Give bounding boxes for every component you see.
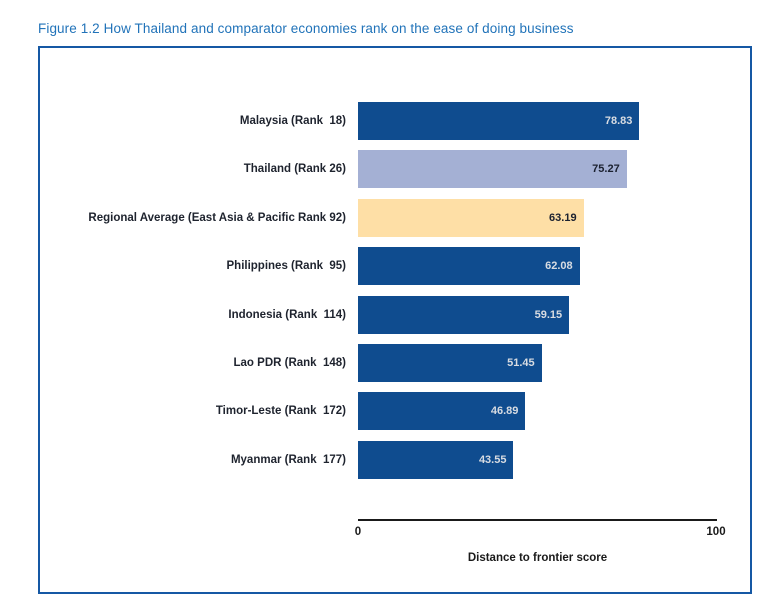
bar-value-label: 46.89 (490, 405, 519, 418)
bar: 63.19 (358, 198, 584, 237)
bar-track: 75.27 (358, 150, 750, 189)
bar-track: 62.08 (358, 247, 750, 286)
bar-row: Indonesia (Rank 114) 59.15 (40, 295, 750, 334)
bar: 78.83 (358, 102, 640, 140)
category-label: Thailand (Rank 26) (243, 163, 346, 176)
bar: 59.15 (358, 295, 570, 334)
bar-track: 59.15 (358, 295, 750, 334)
bar-row: Regional Average (East Asia & Pacific Ra… (40, 198, 750, 237)
bar-value-label: 78.83 (604, 115, 633, 127)
category-label: Timor-Leste (Rank 172) (215, 405, 346, 418)
bar-track: 43.55 (358, 440, 750, 479)
figure-title: Figure 1.2 How Thailand and comparator e… (38, 21, 574, 36)
bar-value-label: 59.15 (534, 308, 563, 321)
bar-row: Lao PDR (Rank 148) 51.45 (40, 343, 750, 382)
bar-track: 51.45 (358, 343, 750, 382)
bar: 51.45 (358, 343, 542, 382)
bar-track: 46.89 (358, 392, 750, 431)
bar-row: Malaysia (Rank 18) 78.83 (40, 102, 750, 140)
bar-value-label: 62.08 (545, 260, 573, 273)
bar-value-label: 75.27 (592, 163, 620, 176)
bar-value-label: 63.19 (549, 211, 577, 224)
chart-panel: Malaysia (Rank 18) 78.83 Thailand (Rank 26… (38, 46, 752, 594)
bar-track: 63.19 (358, 198, 750, 237)
bar-value-label: 51.45 (507, 356, 535, 369)
bar-row: Philippines (Rank 95) 62.08 (40, 247, 750, 286)
x-axis-title: Distance to frontier score (467, 552, 608, 564)
category-label: Malaysia (Rank 18) (239, 115, 346, 127)
bar-track: 78.83 (358, 102, 750, 140)
bar: 43.55 (358, 440, 514, 479)
category-label: Philippines (Rank 95) (226, 260, 347, 273)
category-label: Myanmar (Rank 177) (230, 453, 346, 466)
category-label: Lao PDR (Rank 148) (233, 356, 346, 369)
x-axis-tick-min: 0 (354, 526, 362, 538)
bar: 62.08 (358, 247, 580, 286)
x-axis-line (358, 519, 717, 521)
x-axis-tick-max: 100 (706, 526, 726, 538)
bar-row: Timor-Leste (Rank 172) 46.89 (40, 392, 750, 431)
bar-row: Thailand (Rank 26) 75.27 (40, 150, 750, 189)
bar: 75.27 (358, 150, 627, 189)
bar-value-label: 43.55 (478, 453, 507, 466)
bar-row: Myanmar (Rank 177) 43.55 (40, 440, 750, 479)
bar: 46.89 (358, 392, 526, 431)
category-label: Indonesia (Rank 114) (228, 308, 346, 321)
bar-chart: Malaysia (Rank 18) 78.83 Thailand (Rank 26… (40, 102, 750, 489)
category-label: Regional Average (East Asia & Pacific Ra… (88, 211, 346, 224)
